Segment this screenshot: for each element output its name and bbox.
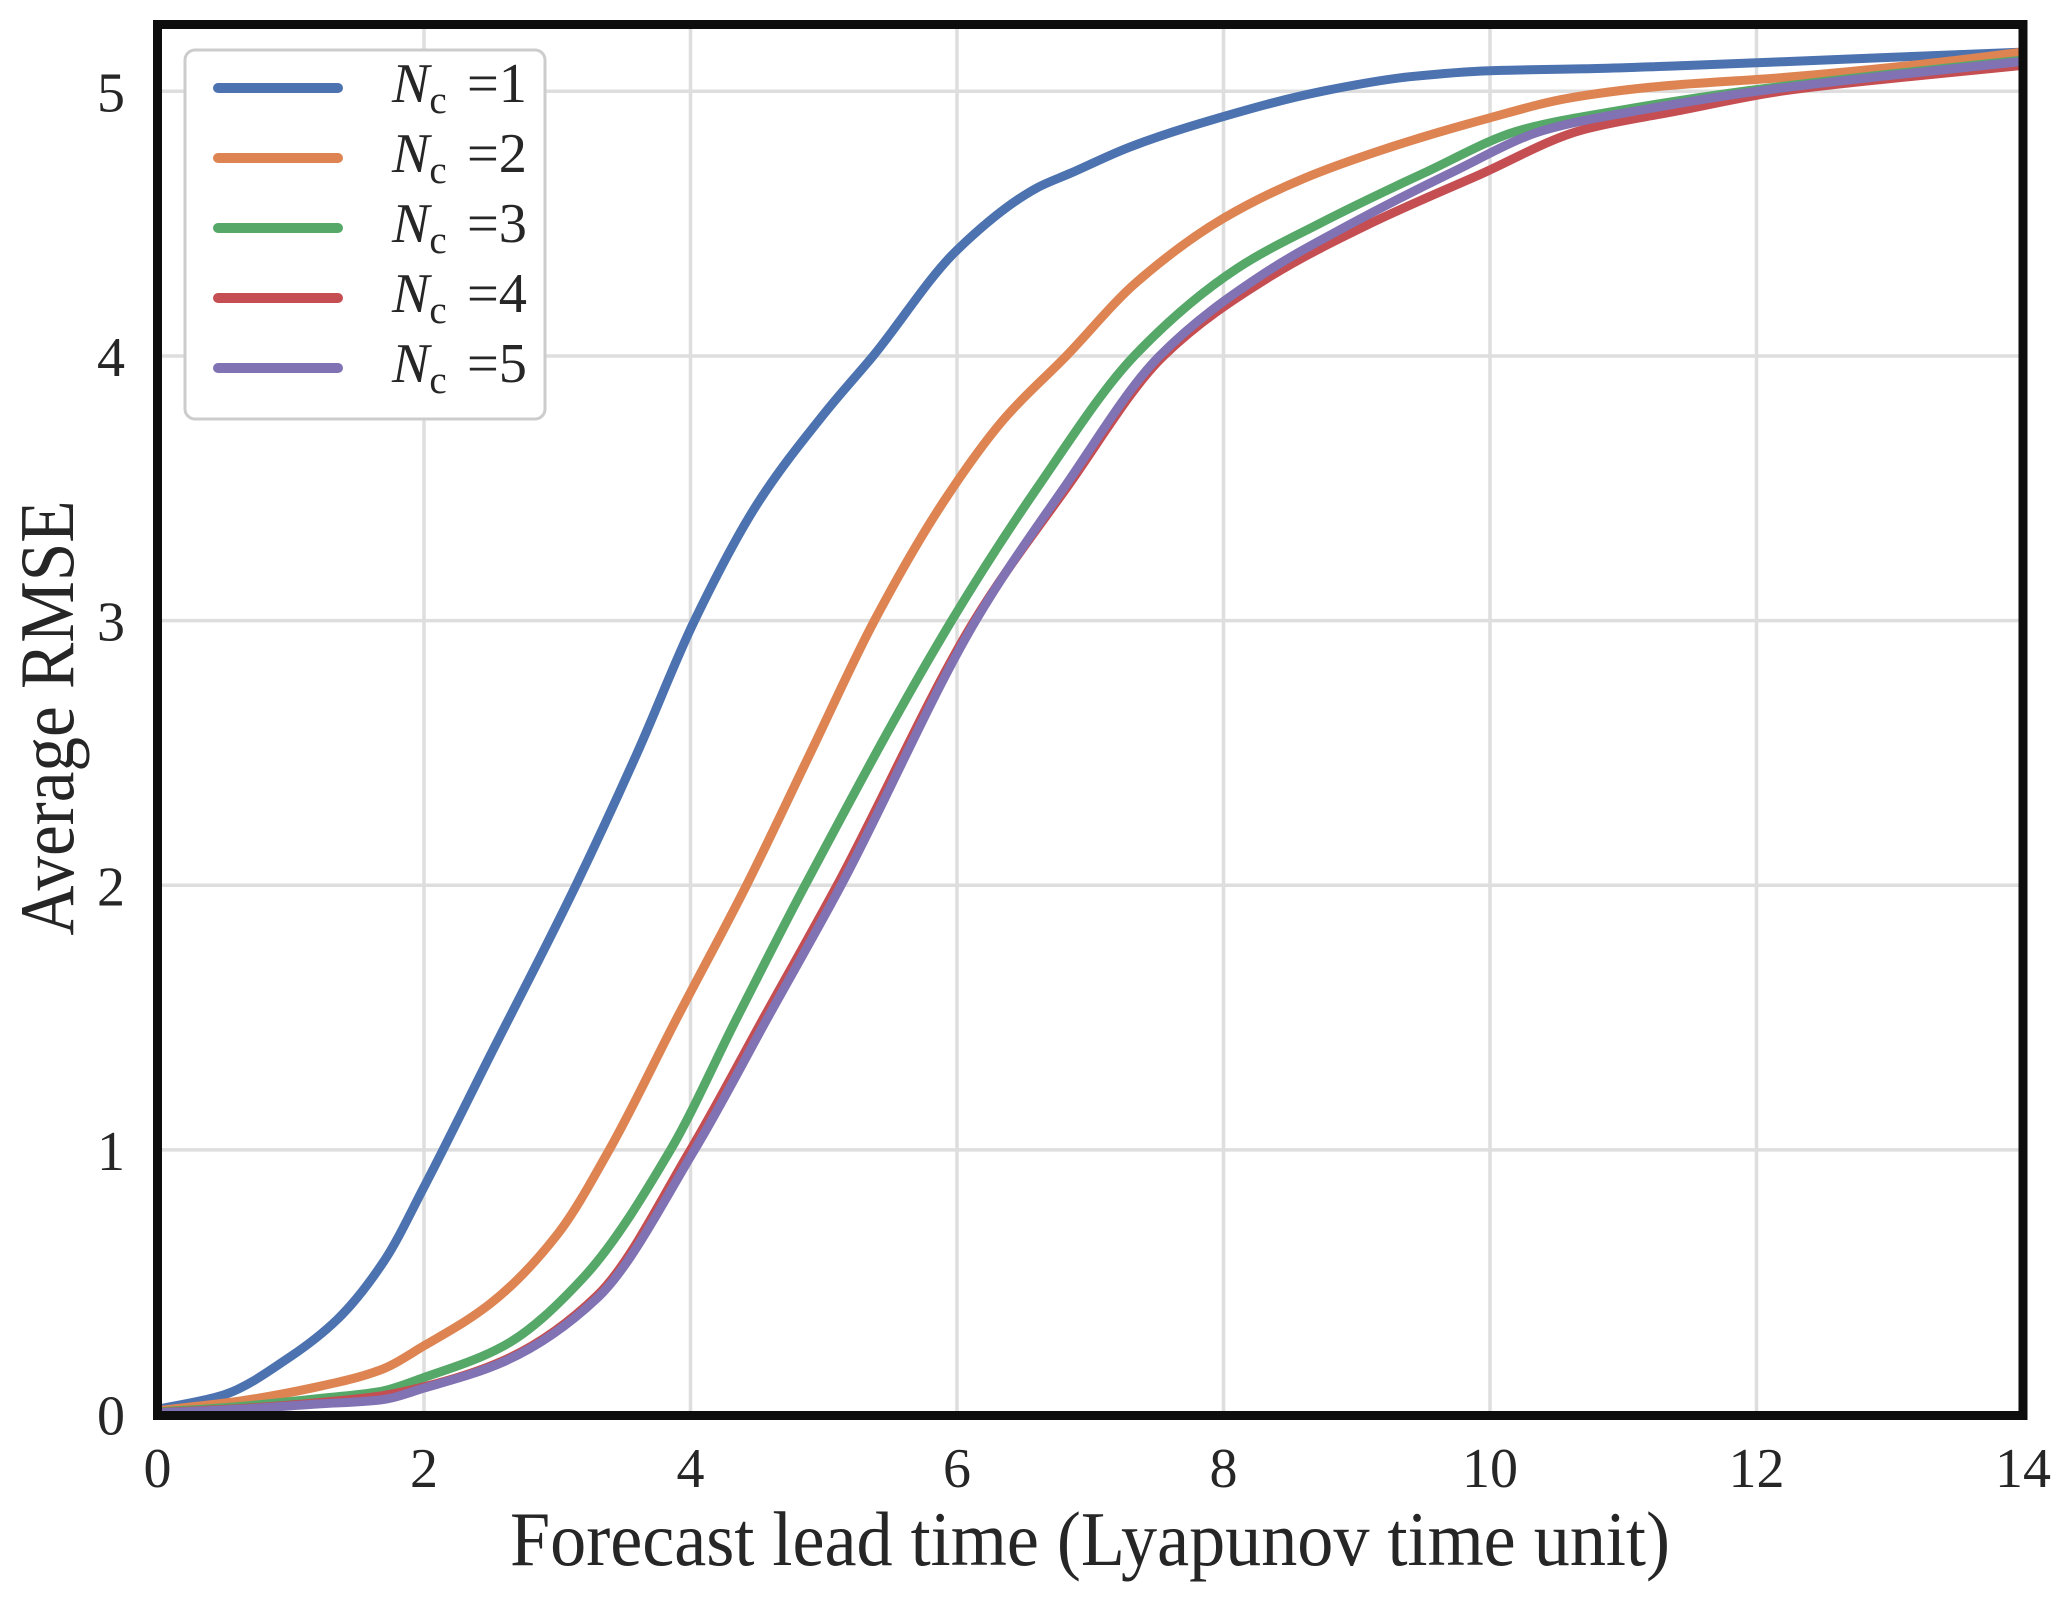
svg-text:=2: =2: [467, 123, 527, 185]
svg-text:6: 6: [943, 1438, 971, 1500]
svg-text:Nc: Nc: [391, 53, 447, 122]
svg-text:2: 2: [410, 1438, 438, 1500]
svg-text:2: 2: [97, 856, 125, 918]
svg-text:4: 4: [97, 327, 125, 389]
svg-text:=4: =4: [467, 263, 527, 325]
svg-text:4: 4: [677, 1438, 705, 1500]
svg-text:14: 14: [1995, 1438, 2051, 1500]
svg-text:=3: =3: [467, 193, 527, 255]
svg-text:10: 10: [1462, 1438, 1518, 1500]
svg-text:0: 0: [144, 1438, 172, 1500]
svg-text:3: 3: [97, 592, 125, 654]
svg-text:1: 1: [97, 1121, 125, 1183]
svg-text:Nc: Nc: [391, 333, 447, 402]
svg-text:8: 8: [1210, 1438, 1238, 1500]
svg-text:Forecast lead time (Lyapunov t: Forecast lead time (Lyapunov time unit): [510, 1496, 1670, 1582]
svg-text:=5: =5: [467, 333, 527, 395]
svg-text:Nc: Nc: [391, 263, 447, 332]
svg-text:12: 12: [1729, 1438, 1785, 1500]
svg-text:0: 0: [97, 1386, 125, 1448]
svg-text:5: 5: [97, 62, 125, 124]
svg-text:=1: =1: [467, 53, 527, 115]
svg-text:Nc: Nc: [391, 193, 447, 262]
svg-text:Nc: Nc: [391, 123, 447, 192]
svg-text:Average RMSE: Average RMSE: [4, 501, 90, 936]
